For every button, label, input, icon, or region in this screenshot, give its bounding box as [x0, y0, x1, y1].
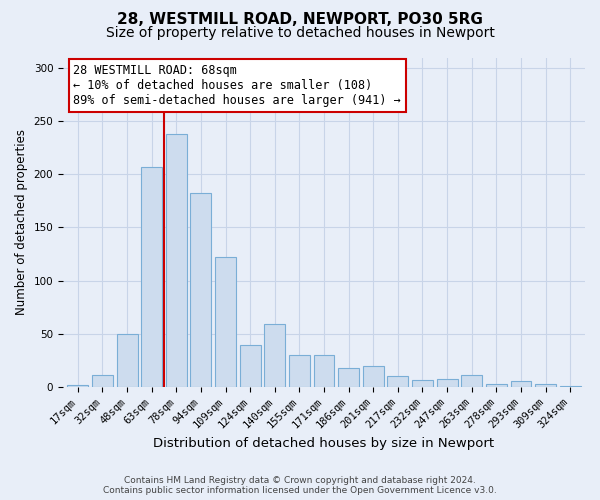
Bar — [363, 366, 384, 386]
Bar — [166, 134, 187, 386]
Text: 28, WESTMILL ROAD, NEWPORT, PO30 5RG: 28, WESTMILL ROAD, NEWPORT, PO30 5RG — [117, 12, 483, 28]
X-axis label: Distribution of detached houses by size in Newport: Distribution of detached houses by size … — [154, 437, 494, 450]
Text: Contains HM Land Registry data © Crown copyright and database right 2024.
Contai: Contains HM Land Registry data © Crown c… — [103, 476, 497, 495]
Bar — [92, 375, 113, 386]
Bar — [190, 194, 211, 386]
Text: Size of property relative to detached houses in Newport: Size of property relative to detached ho… — [106, 26, 494, 40]
Bar — [511, 382, 532, 386]
Bar — [141, 167, 162, 386]
Bar — [388, 376, 409, 386]
Bar — [314, 355, 334, 386]
Text: 28 WESTMILL ROAD: 68sqm
← 10% of detached houses are smaller (108)
89% of semi-d: 28 WESTMILL ROAD: 68sqm ← 10% of detache… — [73, 64, 401, 107]
Bar — [486, 384, 507, 386]
Y-axis label: Number of detached properties: Number of detached properties — [15, 129, 28, 315]
Bar — [67, 384, 88, 386]
Bar — [289, 355, 310, 386]
Bar — [265, 324, 285, 386]
Bar — [412, 380, 433, 386]
Bar — [215, 257, 236, 386]
Bar — [437, 380, 458, 386]
Bar — [116, 334, 137, 386]
Bar — [338, 368, 359, 386]
Bar — [461, 375, 482, 386]
Bar — [535, 384, 556, 386]
Bar — [239, 346, 260, 387]
